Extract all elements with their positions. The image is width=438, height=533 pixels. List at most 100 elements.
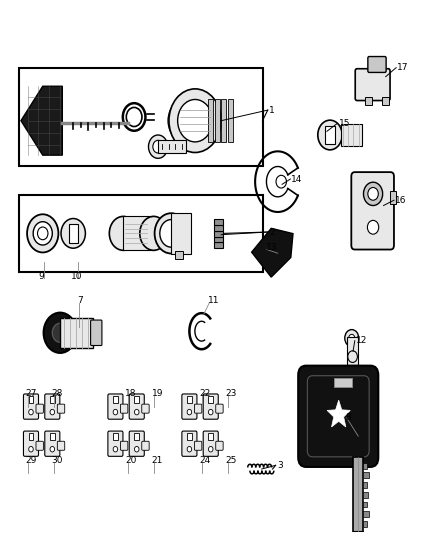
Text: 11: 11 <box>208 296 219 305</box>
Bar <box>214 219 223 225</box>
FancyBboxPatch shape <box>142 404 149 413</box>
Circle shape <box>208 447 213 452</box>
Circle shape <box>148 135 168 158</box>
FancyBboxPatch shape <box>203 431 218 456</box>
Bar <box>214 243 223 248</box>
FancyBboxPatch shape <box>182 394 197 419</box>
Text: 13: 13 <box>265 244 277 253</box>
Circle shape <box>50 409 55 415</box>
Text: 22: 22 <box>199 389 211 398</box>
Text: 28: 28 <box>51 389 63 398</box>
Bar <box>364 511 369 517</box>
Bar <box>214 225 223 231</box>
FancyBboxPatch shape <box>108 431 123 456</box>
Bar <box>113 433 118 440</box>
Bar <box>134 395 139 403</box>
Text: 1: 1 <box>269 106 275 115</box>
Text: 2: 2 <box>269 228 275 237</box>
Text: 25: 25 <box>226 456 237 465</box>
Circle shape <box>29 409 33 415</box>
Text: 12: 12 <box>356 336 367 345</box>
Bar <box>382 98 389 105</box>
FancyBboxPatch shape <box>129 431 144 456</box>
Circle shape <box>208 409 213 415</box>
Bar <box>215 100 220 142</box>
Bar <box>187 433 192 440</box>
Bar <box>171 213 191 254</box>
Circle shape <box>178 100 212 142</box>
FancyBboxPatch shape <box>216 404 223 413</box>
Text: 9: 9 <box>39 271 44 280</box>
Bar <box>390 191 396 205</box>
FancyBboxPatch shape <box>45 431 60 456</box>
Circle shape <box>276 175 286 188</box>
Bar <box>334 378 352 387</box>
Bar <box>347 337 358 365</box>
Bar <box>364 521 367 527</box>
Text: 3: 3 <box>278 461 283 470</box>
Circle shape <box>50 447 55 452</box>
Circle shape <box>123 103 145 131</box>
Bar <box>365 98 372 105</box>
Polygon shape <box>353 531 364 533</box>
Text: 7: 7 <box>78 296 83 305</box>
Text: 10: 10 <box>71 271 82 280</box>
Text: 17: 17 <box>397 63 409 72</box>
Circle shape <box>155 213 187 254</box>
Text: 19: 19 <box>152 389 163 398</box>
Text: 18: 18 <box>125 389 137 398</box>
Circle shape <box>318 120 342 150</box>
Polygon shape <box>327 400 350 427</box>
FancyBboxPatch shape <box>36 404 43 413</box>
FancyBboxPatch shape <box>129 394 144 419</box>
Polygon shape <box>21 86 62 155</box>
Circle shape <box>52 323 68 342</box>
FancyBboxPatch shape <box>307 376 369 457</box>
Text: 30: 30 <box>51 456 63 465</box>
Bar <box>187 395 192 403</box>
Circle shape <box>113 447 118 452</box>
Circle shape <box>160 220 183 247</box>
FancyBboxPatch shape <box>91 320 102 345</box>
Bar <box>214 231 223 237</box>
Circle shape <box>134 447 139 452</box>
Circle shape <box>169 89 221 152</box>
Circle shape <box>367 220 379 234</box>
Circle shape <box>348 351 357 362</box>
Bar <box>123 216 154 251</box>
Text: 21: 21 <box>152 456 163 465</box>
Text: 15: 15 <box>339 119 350 128</box>
Text: 8: 8 <box>345 413 351 422</box>
Bar <box>50 433 55 440</box>
Bar <box>364 472 369 478</box>
Circle shape <box>126 108 142 126</box>
Bar <box>208 395 213 403</box>
Bar <box>29 395 33 403</box>
Circle shape <box>349 334 355 342</box>
Circle shape <box>345 329 359 346</box>
Circle shape <box>110 216 137 251</box>
Bar <box>208 100 213 142</box>
Text: 24: 24 <box>199 456 211 465</box>
Text: 20: 20 <box>125 456 137 465</box>
Circle shape <box>364 182 383 206</box>
Bar <box>364 482 367 488</box>
Circle shape <box>113 409 118 415</box>
FancyBboxPatch shape <box>24 394 39 419</box>
Bar <box>176 252 184 259</box>
Circle shape <box>29 447 33 452</box>
FancyBboxPatch shape <box>194 404 202 413</box>
FancyBboxPatch shape <box>36 441 43 450</box>
Circle shape <box>27 214 58 253</box>
Bar <box>19 195 262 272</box>
Bar <box>325 126 335 144</box>
FancyBboxPatch shape <box>182 431 197 456</box>
Text: 27: 27 <box>25 389 37 398</box>
FancyBboxPatch shape <box>194 441 202 450</box>
FancyBboxPatch shape <box>108 394 123 419</box>
Bar <box>158 140 186 153</box>
Text: 14: 14 <box>291 174 302 183</box>
Text: 16: 16 <box>395 196 407 205</box>
Bar <box>214 237 223 243</box>
Text: 29: 29 <box>25 456 37 465</box>
